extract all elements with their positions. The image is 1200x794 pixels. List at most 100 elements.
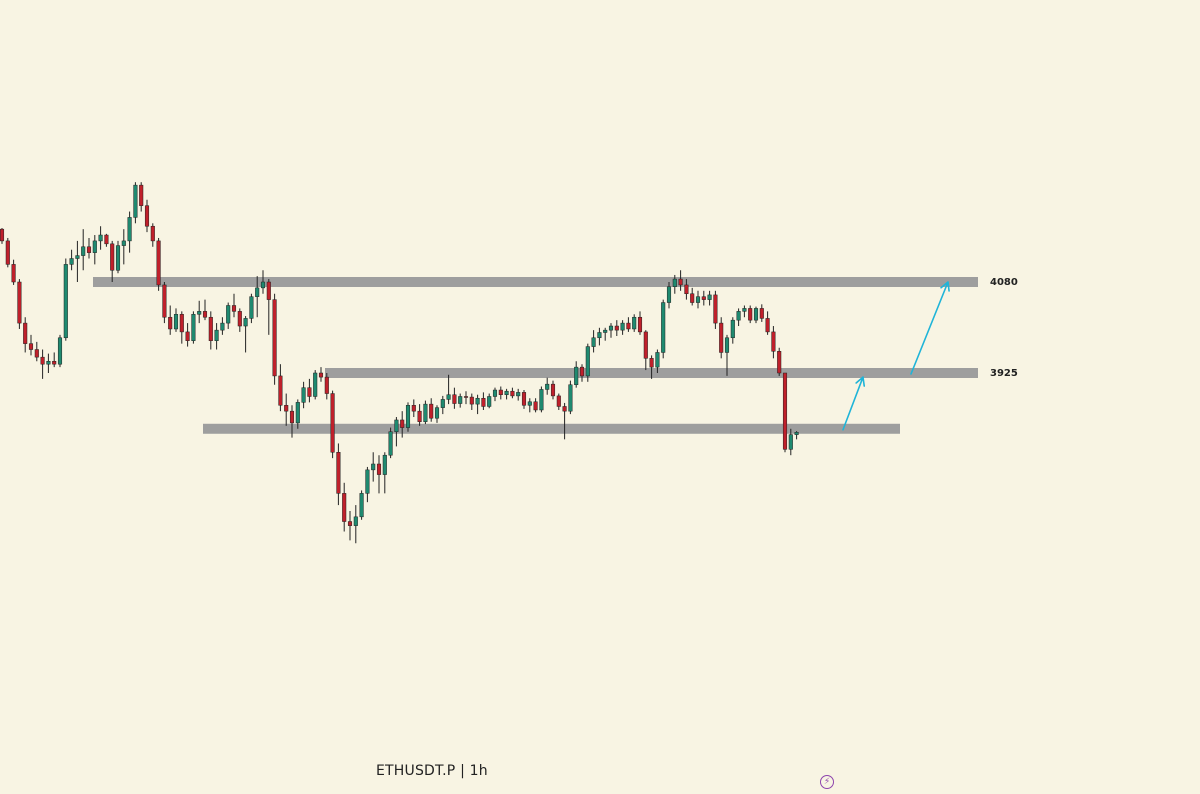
candle (510, 387, 515, 399)
candle (63, 258, 68, 341)
candles (0, 182, 799, 544)
candle-body (144, 205, 150, 227)
candle-body (179, 314, 184, 333)
candle (550, 380, 556, 400)
candle (28, 334, 34, 356)
candle (46, 353, 51, 373)
candle (40, 349, 45, 379)
candle-body (446, 394, 451, 400)
candle-body (724, 337, 730, 353)
candle (115, 240, 121, 274)
candle (440, 395, 445, 415)
candle (179, 311, 184, 344)
candle-body (46, 361, 51, 365)
candle (690, 287, 695, 306)
candle-body (382, 454, 387, 475)
candle (748, 305, 753, 324)
candle (655, 349, 660, 373)
candle (191, 311, 196, 344)
candle (382, 452, 387, 494)
candle-body (388, 431, 393, 456)
candle (81, 229, 86, 271)
candle-body (289, 410, 295, 424)
candle (336, 443, 341, 506)
candle (672, 274, 677, 294)
candle-body (220, 322, 225, 331)
projection-arrow-short (842, 376, 866, 431)
candle (330, 390, 335, 459)
candle (127, 211, 132, 253)
candle-body (672, 278, 677, 287)
candle (562, 402, 567, 440)
candle-body (429, 403, 434, 419)
candle (110, 240, 115, 282)
candle-body (632, 316, 637, 330)
candle (243, 316, 248, 353)
candle-body (202, 311, 208, 318)
candle (678, 270, 683, 291)
candle (603, 327, 608, 341)
candle (237, 308, 242, 332)
candle (98, 226, 103, 250)
candle (574, 361, 579, 388)
candle-body (185, 331, 190, 341)
candle (626, 317, 631, 332)
level-label-4080: 4080 (990, 277, 1018, 288)
candle (707, 290, 712, 306)
candle (11, 259, 16, 285)
candle-body (98, 234, 103, 242)
candle-body (34, 349, 39, 358)
candle-body (127, 217, 132, 242)
candle-body (649, 358, 654, 368)
candle-body (260, 281, 266, 289)
candle (492, 387, 498, 402)
candle (753, 306, 759, 324)
candle (359, 490, 364, 520)
candle-body (637, 316, 643, 333)
candle (255, 276, 260, 318)
candle (353, 505, 358, 544)
candle-body (701, 296, 706, 300)
candle-body (713, 294, 718, 324)
candle (376, 455, 382, 494)
candle-body (197, 311, 202, 315)
candle (736, 308, 741, 327)
candle-body (86, 246, 92, 253)
candle-body (266, 281, 271, 300)
candle-body (359, 493, 364, 518)
candle-body (777, 351, 782, 374)
candle-body (115, 245, 121, 271)
candle-body (626, 322, 631, 330)
candle-body (562, 406, 567, 412)
candle-body (11, 264, 16, 283)
candle (632, 314, 637, 332)
candle-body (231, 305, 237, 312)
candle-body (469, 396, 474, 405)
lightning-icon[interactable]: ⚡ (820, 775, 834, 789)
candle-body (597, 332, 602, 339)
candle-body (748, 308, 753, 321)
candle (684, 279, 689, 300)
candle-body (191, 314, 196, 341)
candle-body (440, 399, 445, 408)
candle-body (347, 521, 353, 526)
candle-body (63, 264, 68, 339)
candle (197, 300, 202, 324)
candle (75, 240, 80, 282)
candle-body (666, 286, 672, 303)
candle (661, 299, 666, 359)
support-zone (203, 423, 900, 434)
candle (666, 282, 672, 309)
candle-body (330, 393, 335, 453)
candle-body (719, 322, 724, 353)
candle-body (156, 240, 161, 286)
candle (220, 317, 225, 335)
candle (591, 330, 596, 353)
candle (504, 388, 509, 400)
candle-body (295, 402, 300, 424)
candle-body (620, 322, 625, 331)
candle-body (591, 337, 596, 347)
candle (104, 233, 109, 247)
candle-body (168, 316, 173, 330)
